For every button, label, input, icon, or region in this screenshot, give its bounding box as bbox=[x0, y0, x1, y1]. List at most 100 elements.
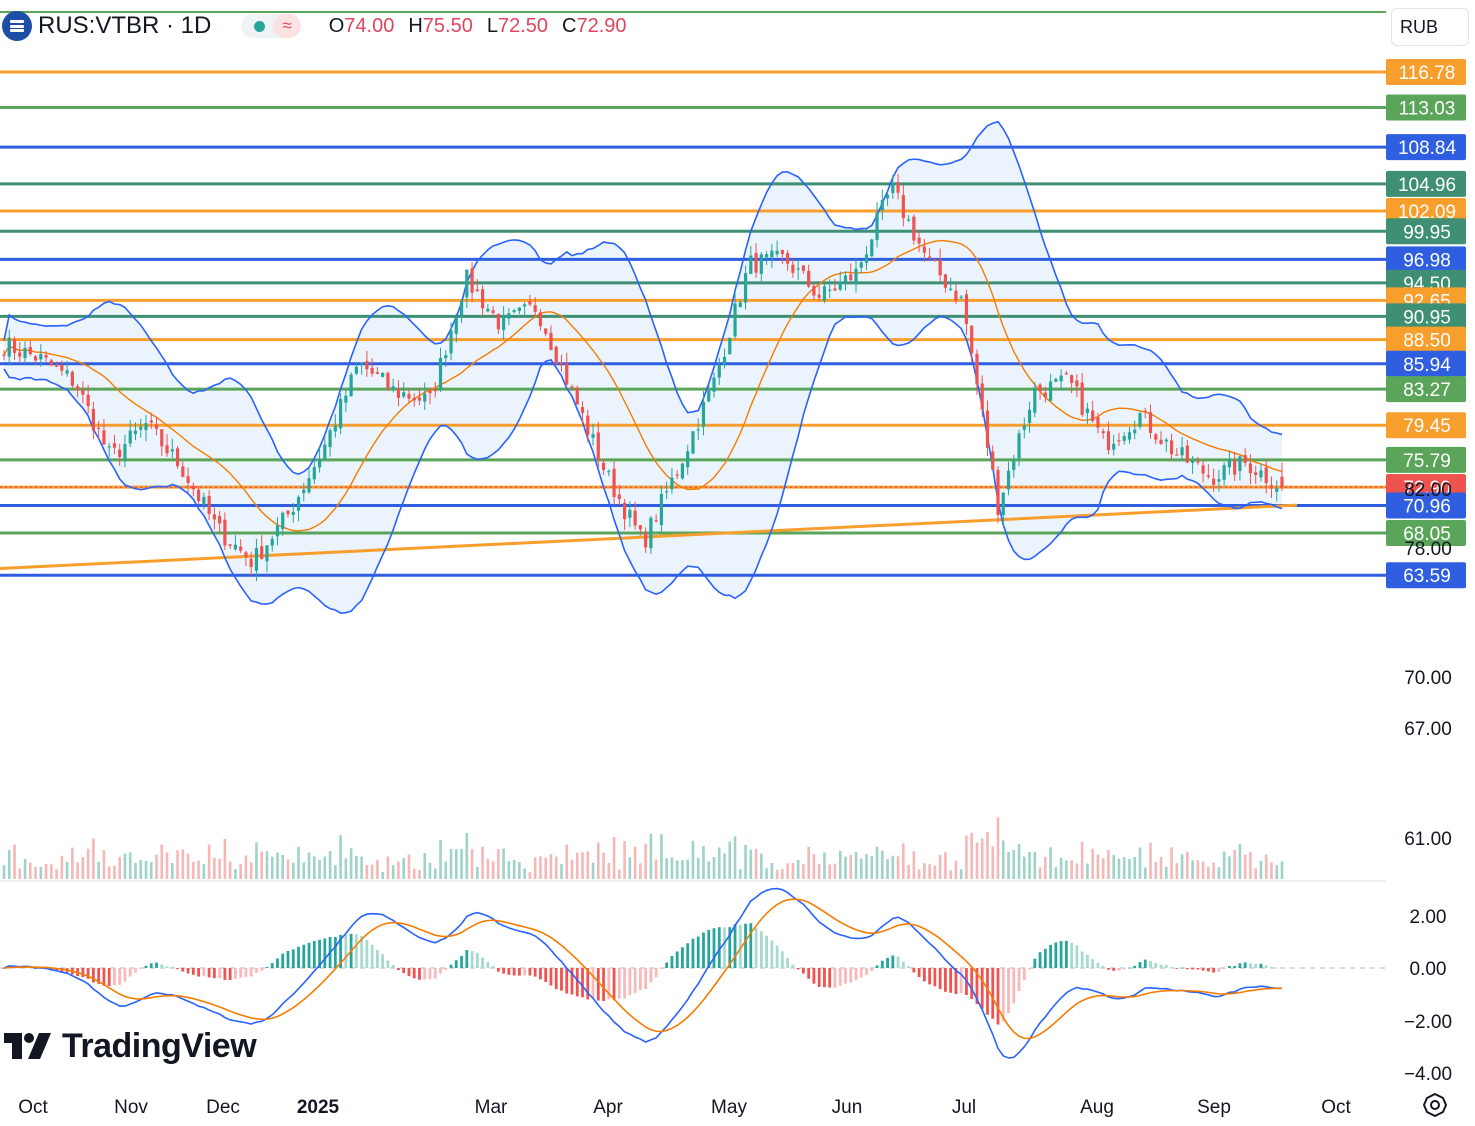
candle[interactable] bbox=[1159, 439, 1163, 444]
candle[interactable] bbox=[112, 443, 117, 448]
candle[interactable] bbox=[928, 256, 932, 258]
candle[interactable] bbox=[1127, 432, 1132, 440]
candle[interactable] bbox=[365, 360, 369, 370]
candle[interactable] bbox=[70, 371, 74, 386]
candle[interactable] bbox=[854, 268, 858, 284]
candle[interactable] bbox=[81, 389, 85, 395]
candle[interactable] bbox=[654, 520, 658, 522]
candle[interactable] bbox=[39, 354, 43, 360]
price-level-badge[interactable]: 96.98 bbox=[1386, 246, 1466, 273]
candle[interactable] bbox=[843, 275, 848, 282]
candle[interactable] bbox=[859, 262, 863, 268]
candle[interactable] bbox=[1227, 459, 1232, 468]
candle[interactable] bbox=[1112, 443, 1116, 450]
candle[interactable] bbox=[33, 356, 38, 361]
candle[interactable] bbox=[191, 486, 195, 490]
candle[interactable] bbox=[1117, 440, 1121, 442]
candle[interactable] bbox=[796, 268, 800, 270]
candle[interactable] bbox=[1164, 439, 1168, 442]
candle[interactable] bbox=[149, 420, 153, 423]
candle[interactable] bbox=[659, 493, 664, 526]
candle[interactable] bbox=[1048, 381, 1053, 401]
candle[interactable] bbox=[880, 200, 884, 211]
candle[interactable] bbox=[1154, 434, 1158, 440]
price-level-badge[interactable]: 90.95 bbox=[1386, 303, 1466, 330]
candle[interactable] bbox=[686, 451, 690, 468]
candle[interactable] bbox=[912, 216, 916, 241]
candle[interactable] bbox=[1138, 413, 1142, 427]
candle[interactable] bbox=[86, 394, 90, 407]
candle[interactable] bbox=[449, 330, 453, 354]
candle[interactable] bbox=[601, 462, 606, 470]
trend-line[interactable] bbox=[0, 503, 1298, 571]
candle[interactable] bbox=[607, 471, 611, 473]
candle[interactable] bbox=[975, 353, 979, 385]
candle[interactable] bbox=[1196, 461, 1200, 463]
candle[interactable] bbox=[696, 429, 700, 431]
candle[interactable] bbox=[665, 491, 669, 493]
candle[interactable] bbox=[375, 372, 380, 375]
candle[interactable] bbox=[959, 296, 963, 298]
candle[interactable] bbox=[970, 325, 974, 354]
candle[interactable] bbox=[7, 337, 11, 357]
candle[interactable] bbox=[749, 255, 753, 274]
candle[interactable] bbox=[1201, 465, 1205, 474]
candle[interactable] bbox=[312, 467, 316, 480]
candle[interactable] bbox=[1148, 412, 1153, 433]
price-level-badge[interactable]: 70.96 bbox=[1386, 492, 1466, 519]
candle[interactable] bbox=[517, 307, 522, 311]
candle[interactable] bbox=[523, 304, 527, 307]
candle[interactable] bbox=[28, 346, 32, 355]
candle[interactable] bbox=[60, 365, 64, 371]
candle[interactable] bbox=[822, 286, 827, 301]
candle[interactable] bbox=[775, 250, 779, 255]
candle[interactable] bbox=[891, 183, 895, 194]
candle[interactable] bbox=[223, 519, 227, 546]
price-level-badge[interactable]: 85.94 bbox=[1386, 350, 1466, 377]
candle[interactable] bbox=[244, 552, 248, 558]
candle[interactable] bbox=[954, 290, 958, 301]
candle[interactable] bbox=[591, 434, 595, 438]
candle[interactable] bbox=[575, 387, 579, 405]
candle[interactable] bbox=[638, 525, 642, 530]
currency-button[interactable]: RUB bbox=[1391, 8, 1469, 46]
candle[interactable] bbox=[1080, 382, 1084, 415]
candle[interactable] bbox=[296, 496, 301, 511]
candle[interactable] bbox=[344, 395, 348, 403]
candle[interactable] bbox=[712, 377, 716, 392]
candle[interactable] bbox=[933, 259, 937, 261]
candle[interactable] bbox=[370, 367, 374, 374]
candle[interactable] bbox=[791, 264, 795, 273]
candle[interactable] bbox=[254, 548, 259, 571]
candle[interactable] bbox=[875, 212, 879, 241]
candle[interactable] bbox=[360, 362, 364, 365]
candle[interactable] bbox=[570, 386, 574, 388]
candle[interactable] bbox=[165, 445, 169, 454]
candle[interactable] bbox=[649, 517, 653, 549]
candle[interactable] bbox=[1275, 488, 1279, 492]
candle[interactable] bbox=[743, 273, 748, 303]
candle[interactable] bbox=[2, 354, 6, 356]
candle[interactable] bbox=[349, 374, 353, 397]
candle[interactable] bbox=[44, 354, 48, 358]
candle[interactable] bbox=[738, 302, 742, 308]
candle[interactable] bbox=[381, 373, 385, 377]
candle[interactable] bbox=[1043, 392, 1047, 398]
candle[interactable] bbox=[260, 546, 264, 559]
candle[interactable] bbox=[407, 393, 411, 399]
candle[interactable] bbox=[391, 386, 395, 390]
price-level-badge[interactable]: 63.59 bbox=[1386, 562, 1466, 589]
candle[interactable] bbox=[233, 544, 238, 550]
candle[interactable] bbox=[1206, 475, 1210, 477]
candle[interactable] bbox=[118, 449, 122, 458]
candle[interactable] bbox=[323, 444, 327, 459]
candle[interactable] bbox=[612, 468, 616, 497]
candle[interactable] bbox=[1001, 492, 1005, 516]
wave-icon[interactable]: ≈ bbox=[273, 14, 301, 38]
candle[interactable] bbox=[154, 424, 159, 429]
candle[interactable] bbox=[486, 308, 490, 312]
candle[interactable] bbox=[833, 288, 837, 291]
candle[interactable] bbox=[239, 546, 243, 551]
candle[interactable] bbox=[1027, 409, 1032, 423]
candle[interactable] bbox=[554, 346, 558, 365]
